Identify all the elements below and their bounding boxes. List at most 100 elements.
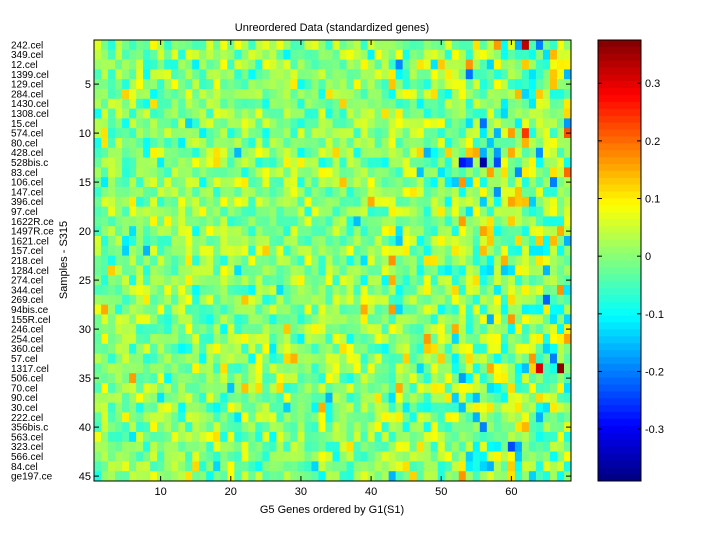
heat-cell [367, 245, 375, 256]
heat-cell [500, 422, 509, 433]
heat-cell [192, 461, 200, 472]
heat-cell [227, 324, 235, 335]
heat-cell [353, 138, 361, 149]
heat-cell [346, 98, 354, 109]
colorbar-swatch [598, 219, 641, 227]
heat-cell [451, 373, 460, 384]
heat-cell [227, 363, 235, 374]
heat-cell [199, 451, 207, 462]
row-label: 574.cel [11, 129, 43, 140]
heat-cell [437, 412, 446, 423]
heat-cell [108, 177, 116, 188]
heat-cell [234, 363, 242, 374]
heat-cell [227, 314, 235, 325]
heat-cell [374, 187, 382, 198]
heat-cell [150, 422, 158, 433]
heat-cell [318, 461, 326, 472]
heat-cell [318, 353, 326, 364]
heat-cell [556, 412, 565, 423]
heat-cell [388, 40, 396, 51]
heat-cell [472, 226, 481, 237]
heat-cell [374, 98, 382, 109]
heat-cell [101, 432, 109, 443]
heat-cell [367, 206, 375, 217]
heat-cell [241, 187, 249, 198]
heat-cell [199, 471, 207, 482]
heat-cell [514, 157, 523, 168]
heat-cell [115, 59, 123, 70]
heat-cell [185, 383, 193, 394]
colorbar-swatch [598, 329, 641, 337]
heat-cell [143, 304, 151, 315]
heat-cell [444, 216, 453, 227]
heat-cell [430, 89, 439, 100]
heat-cell [486, 157, 495, 168]
heat-cell [157, 236, 165, 247]
heat-cell [269, 294, 277, 305]
heat-cell [402, 373, 411, 384]
heat-cell [206, 89, 214, 100]
heat-cell [346, 314, 354, 325]
heat-cell [164, 98, 172, 109]
heat-cell [500, 157, 509, 168]
heat-cell [444, 118, 453, 129]
heat-cell [395, 432, 403, 443]
heat-cell [164, 226, 172, 237]
heat-cell [157, 285, 165, 296]
row-label: 254.cel [11, 334, 43, 345]
heat-cell [451, 422, 460, 433]
heat-cell [192, 314, 200, 325]
colorbar-swatch [598, 439, 641, 447]
heat-cell [185, 59, 193, 70]
heat-cell [472, 147, 481, 158]
heat-cell [206, 285, 214, 296]
heat-cell [115, 471, 123, 482]
heat-cell [227, 79, 235, 90]
heat-cell [325, 177, 333, 188]
row-label: 246.cel [11, 325, 43, 336]
heat-cell [199, 98, 207, 109]
heat-cell [437, 157, 446, 168]
row-label: 218.cel [11, 256, 43, 267]
heat-cell [192, 412, 200, 423]
heat-cell [234, 383, 242, 394]
heat-cell [507, 128, 516, 139]
heat-cell [108, 304, 116, 315]
heat-cell [402, 294, 411, 305]
heat-cell [241, 275, 249, 286]
heat-cell [297, 383, 305, 394]
heat-cell [381, 363, 389, 374]
x-tick-label: 30 [295, 486, 307, 498]
heat-cell [255, 236, 263, 247]
heat-cell [409, 275, 418, 286]
heat-cell [108, 98, 116, 109]
heat-cell [297, 451, 305, 462]
heat-cell [192, 108, 200, 119]
heat-cell [108, 334, 116, 345]
heat-cell [318, 285, 326, 296]
heat-cell [108, 69, 116, 80]
heat-cell [318, 314, 326, 325]
heat-cell [318, 40, 326, 51]
heat-cell [542, 334, 551, 345]
colorbar-swatch [598, 281, 641, 289]
heat-cell [164, 196, 172, 207]
heat-cell [451, 196, 460, 207]
heat-cell [458, 59, 467, 70]
heat-cell [192, 40, 200, 51]
heat-cell [122, 108, 130, 119]
heat-cell [395, 334, 403, 345]
heat-cell [227, 226, 235, 237]
heat-cell [381, 167, 389, 178]
heat-cell [381, 383, 389, 394]
heat-cell [318, 402, 326, 413]
heat-cell [185, 304, 193, 315]
heat-cell [374, 255, 382, 266]
colorbar-tick-label: 0 [645, 251, 651, 263]
heat-cell [136, 79, 144, 90]
heat-cell [171, 314, 179, 325]
heat-cell [444, 206, 453, 217]
heat-cell [339, 363, 347, 374]
heat-cell [535, 226, 544, 237]
heat-cell [367, 147, 375, 158]
